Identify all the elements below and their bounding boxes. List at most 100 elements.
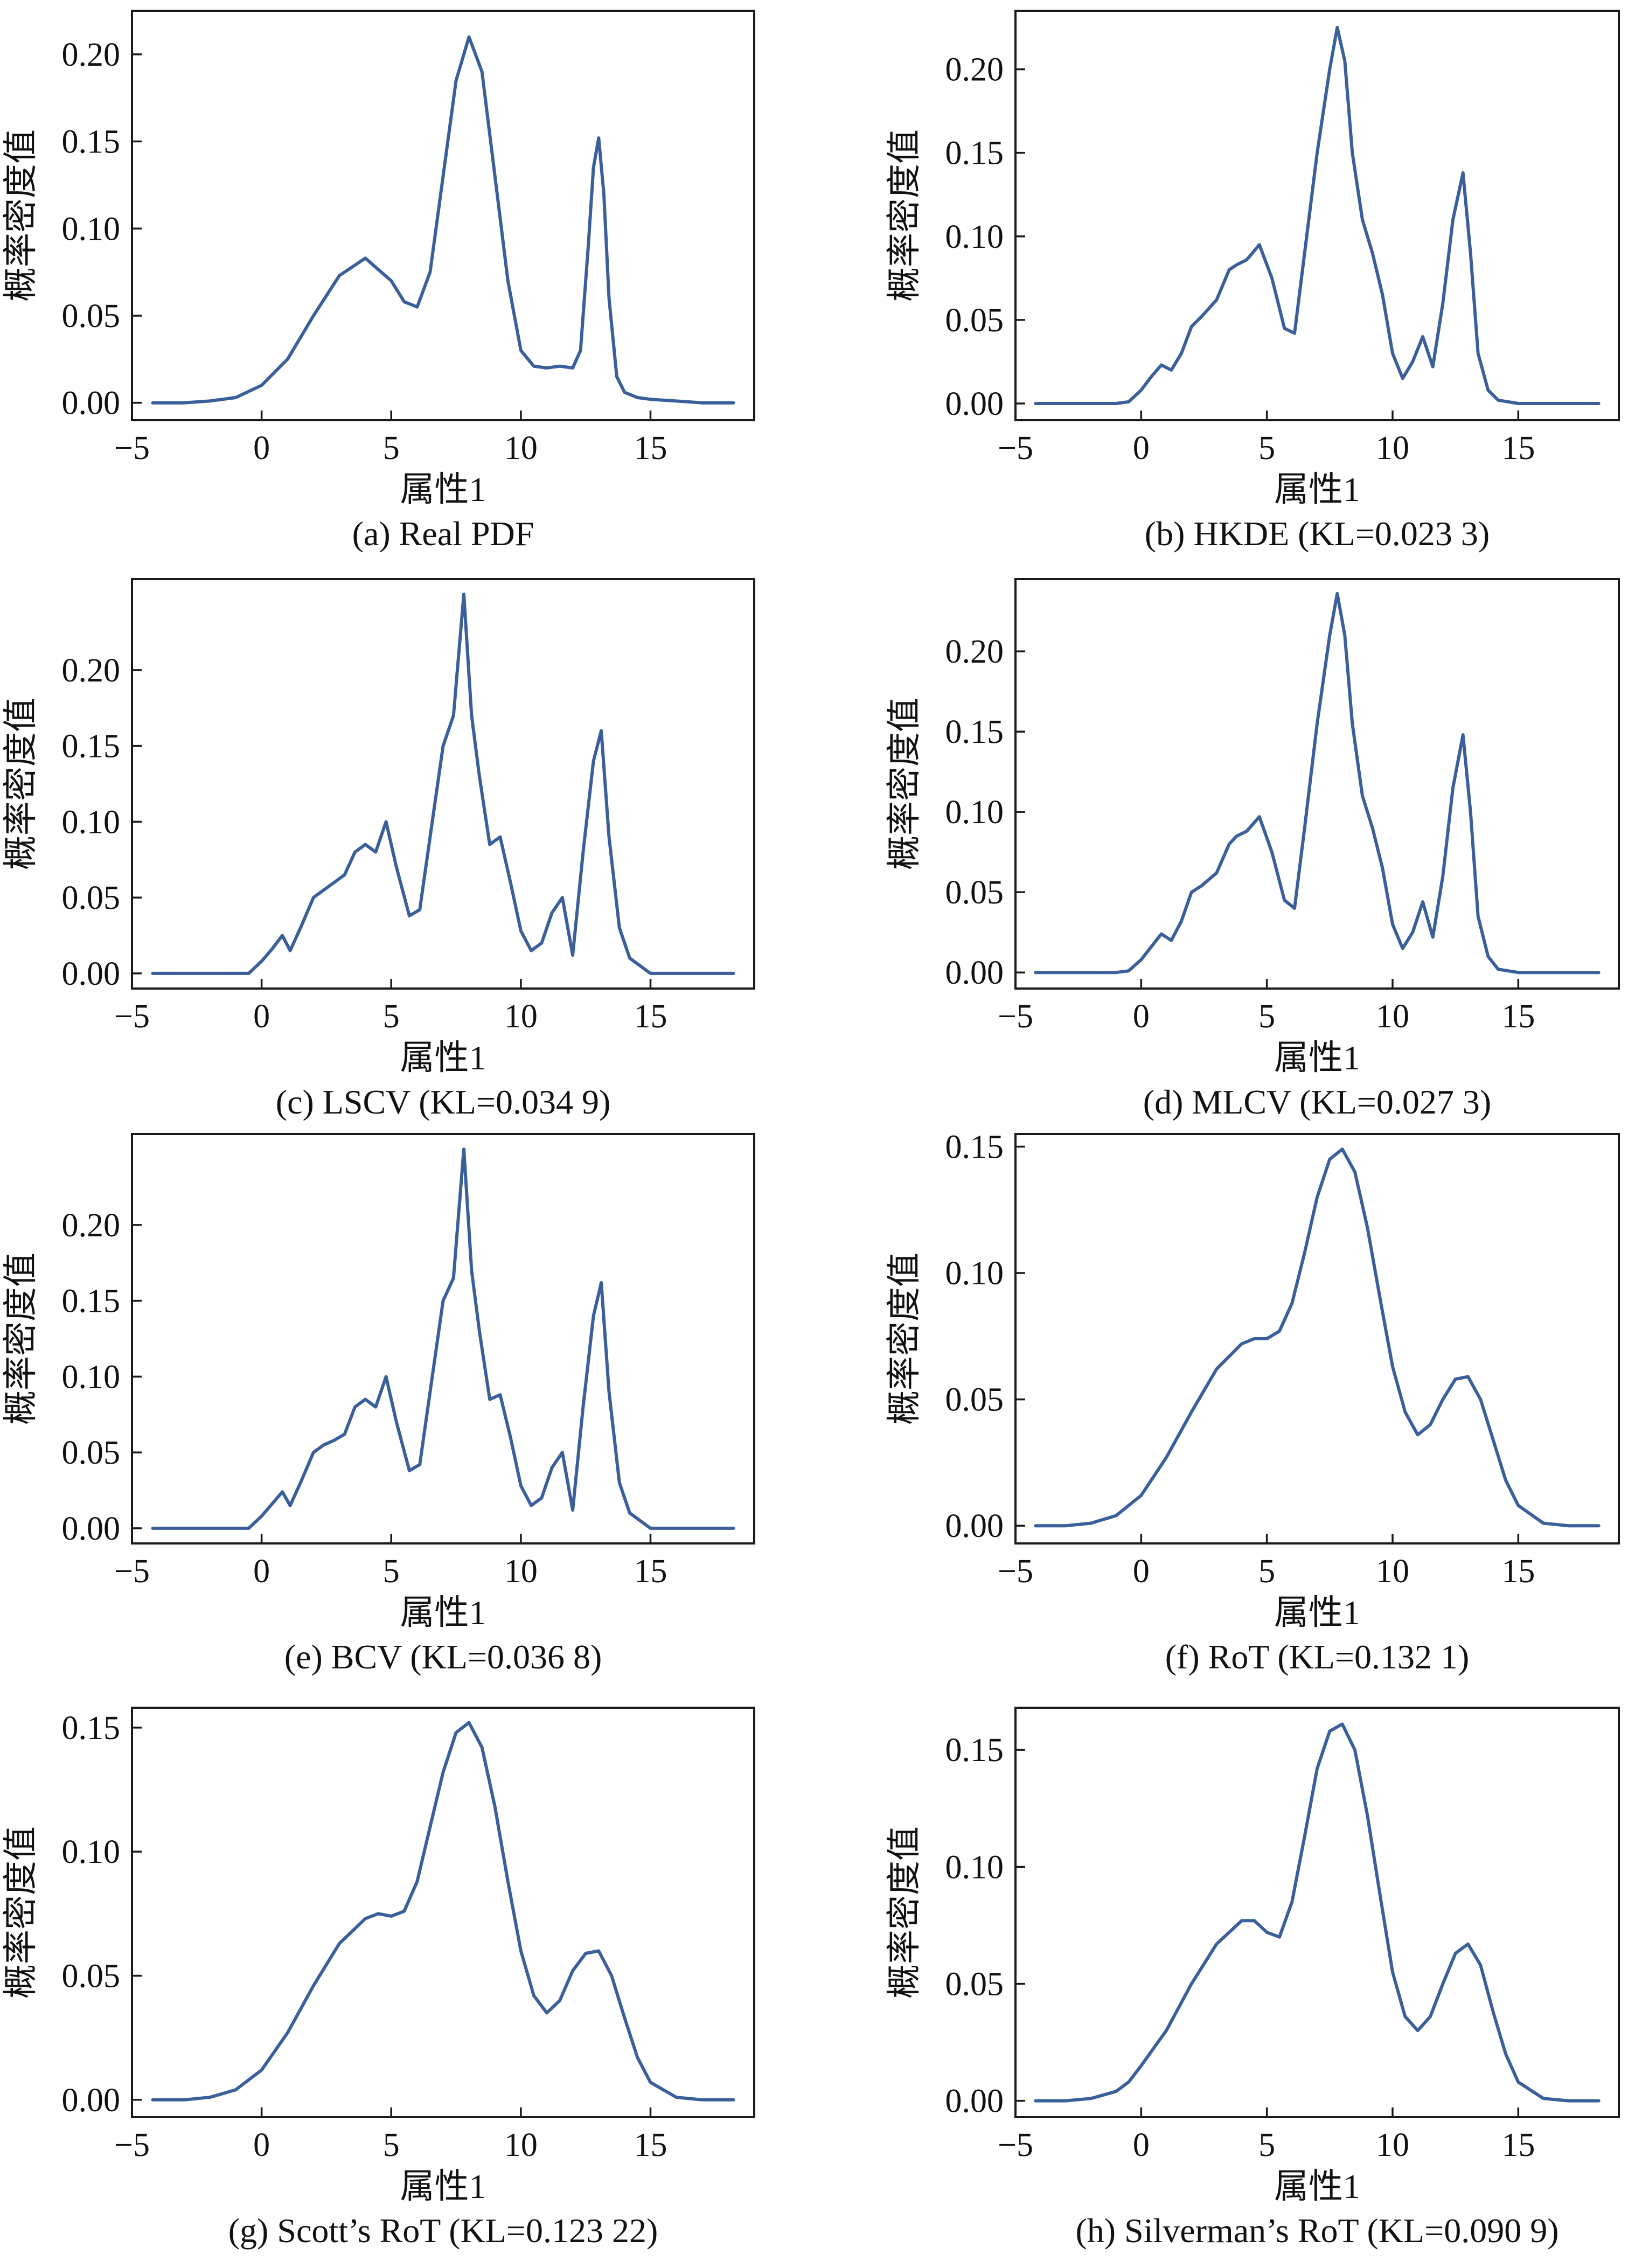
x-tick-label: −5 xyxy=(998,1553,1033,1590)
panel-caption: (b) HKDE (KL=0.023 3) xyxy=(1145,514,1490,553)
x-tick-label: 15 xyxy=(1501,1553,1535,1590)
y-tick-label: 0.15 xyxy=(62,124,121,161)
panel-caption: (h) Silverman’s RoT (KL=0.090 9) xyxy=(1075,2211,1558,2250)
density-curve xyxy=(1034,1722,1601,2103)
x-tick-label: 10 xyxy=(504,1553,538,1590)
y-tick-label: 0.10 xyxy=(945,1849,1004,1886)
x-tick-label: 0 xyxy=(1133,998,1150,1035)
x-tick-label: 15 xyxy=(1501,430,1535,467)
panel-6: −5 0 5 10 15 0.00 0.05 0.10 0.15 属性1 概率密度值 (g) Scot… xyxy=(2,1707,755,2250)
x-tick-label: 5 xyxy=(1258,1553,1275,1590)
x-axis-label: 属性1 xyxy=(1274,470,1360,509)
y-tick-label: 0.05 xyxy=(62,880,121,916)
x-tick-label: −5 xyxy=(998,430,1033,467)
x-tick-label: 0 xyxy=(253,2127,270,2163)
x-tick-label: 15 xyxy=(634,998,667,1035)
y-tick-label: 0.15 xyxy=(62,728,121,765)
y-tick-label: 0.10 xyxy=(945,1255,1004,1292)
density-curve xyxy=(151,1147,735,1530)
x-tick-label: 0 xyxy=(1133,430,1150,467)
x-axis-label: 属性1 xyxy=(400,2167,486,2206)
y-tick-label: 0.20 xyxy=(62,1207,121,1244)
x-tick-label: 15 xyxy=(1501,2127,1535,2163)
y-axis-label: 概率密度值 xyxy=(885,1253,923,1425)
y-tick-label: 0.05 xyxy=(945,1382,1004,1418)
x-axis-label: 属性1 xyxy=(400,1594,486,1632)
x-tick-label: 10 xyxy=(1376,430,1409,467)
x-tick-label: 15 xyxy=(1501,998,1535,1035)
panel-caption: (d) MLCV (KL=0.027 3) xyxy=(1143,1083,1491,1121)
y-tick-label: 0.05 xyxy=(62,1435,121,1471)
y-tick-label: 0.00 xyxy=(62,956,121,992)
y-axis-label: 概率密度值 xyxy=(2,1826,40,1999)
x-tick-label: −5 xyxy=(114,998,150,1035)
plot-frame xyxy=(1014,578,1620,990)
x-tick-label: 10 xyxy=(1376,998,1409,1035)
x-tick-label: 10 xyxy=(1376,1553,1409,1590)
x-tick-label: 0 xyxy=(253,430,270,467)
y-tick-label: 0.20 xyxy=(945,52,1004,88)
y-tick-label: 0.05 xyxy=(945,1966,1004,2002)
panel-caption: (c) LSCV (KL=0.034 9) xyxy=(276,1083,611,1121)
y-tick-label: 0.15 xyxy=(62,1710,121,1747)
density-curve xyxy=(151,35,735,405)
y-axis-label: 概率密度值 xyxy=(2,1253,40,1425)
x-tick-label: −5 xyxy=(114,430,150,467)
y-tick-label: 0.00 xyxy=(945,1508,1004,1545)
panel-caption: (f) RoT (KL=0.132 1) xyxy=(1165,1638,1470,1676)
y-tick-label: 0.00 xyxy=(945,955,1004,991)
panel-3: −5 0 5 10 15 0.00 0.05 0.10 0.15 0.20 属性1 概率密度值 (d) … xyxy=(885,578,1620,1121)
x-tick-label: 5 xyxy=(383,998,400,1035)
x-axis-label: 属性1 xyxy=(1274,1594,1360,1632)
plot-frame xyxy=(131,1133,755,1545)
y-tick-label: 0.10 xyxy=(62,1359,121,1395)
y-tick-label: 0.00 xyxy=(945,2083,1004,2120)
y-axis-label: 概率密度值 xyxy=(2,129,40,302)
x-tick-label: 5 xyxy=(383,2127,400,2163)
y-tick-label: 0.10 xyxy=(945,219,1004,255)
y-tick-label: 0.10 xyxy=(62,804,121,840)
x-tick-label: −5 xyxy=(998,998,1033,1035)
x-tick-label: −5 xyxy=(114,2127,150,2163)
x-tick-label: 15 xyxy=(634,1553,667,1590)
plot-frame xyxy=(1014,1707,1620,2118)
x-tick-label: −5 xyxy=(114,1553,150,1590)
density-curve xyxy=(151,593,735,975)
y-axis-label: 概率密度值 xyxy=(885,698,923,870)
x-tick-label: 5 xyxy=(1258,998,1275,1035)
x-tick-label: 5 xyxy=(1258,430,1275,467)
x-tick-label: 5 xyxy=(1258,2127,1275,2163)
x-tick-label: 10 xyxy=(504,2127,538,2163)
plot-frame xyxy=(131,10,755,421)
density-curve xyxy=(1034,1147,1601,1528)
x-tick-label: 0 xyxy=(253,998,270,1035)
y-tick-label: 0.15 xyxy=(945,714,1004,750)
y-tick-label: 0.15 xyxy=(945,135,1004,172)
y-tick-label: 0.05 xyxy=(62,298,121,335)
x-axis-label: 属性1 xyxy=(400,470,486,509)
x-tick-label: 10 xyxy=(1376,2127,1409,2163)
y-tick-label: 0.15 xyxy=(945,1129,1004,1165)
density-curve xyxy=(1034,26,1601,405)
panel-caption: (a) Real PDF xyxy=(352,514,534,553)
x-tick-label: 5 xyxy=(383,430,400,467)
x-axis-label: 属性1 xyxy=(1274,1039,1360,1077)
panel-caption: (e) BCV (KL=0.036 8) xyxy=(284,1638,602,1676)
x-tick-label: 10 xyxy=(504,998,538,1035)
x-axis-label: 属性1 xyxy=(1274,2167,1360,2206)
panel-4: −5 0 5 10 15 0.00 0.05 0.10 0.15 0.20 属性1 概率密度值 (e) … xyxy=(2,1133,755,1676)
plot-frame xyxy=(131,578,755,990)
y-tick-label: 0.20 xyxy=(62,652,121,689)
panel-0: −5 0 5 10 15 0.00 0.05 0.10 0.15 0.20 属性1 概率密度值 (a) … xyxy=(2,10,755,553)
y-tick-label: 0.05 xyxy=(945,874,1004,911)
x-tick-label: 0 xyxy=(1133,1553,1150,1590)
y-tick-label: 0.05 xyxy=(62,1958,121,1994)
y-tick-label: 0.15 xyxy=(62,1283,121,1320)
panel-7: −5 0 5 10 15 0.00 0.05 0.10 0.15 属性1 概率密度值 (h) Silv… xyxy=(885,1707,1620,2250)
y-tick-label: 0.00 xyxy=(945,386,1004,422)
x-tick-label: 0 xyxy=(253,1553,270,1590)
y-tick-label: 0.10 xyxy=(945,794,1004,831)
density-curve xyxy=(1034,592,1601,975)
y-axis-label: 概率密度值 xyxy=(885,1826,923,1999)
